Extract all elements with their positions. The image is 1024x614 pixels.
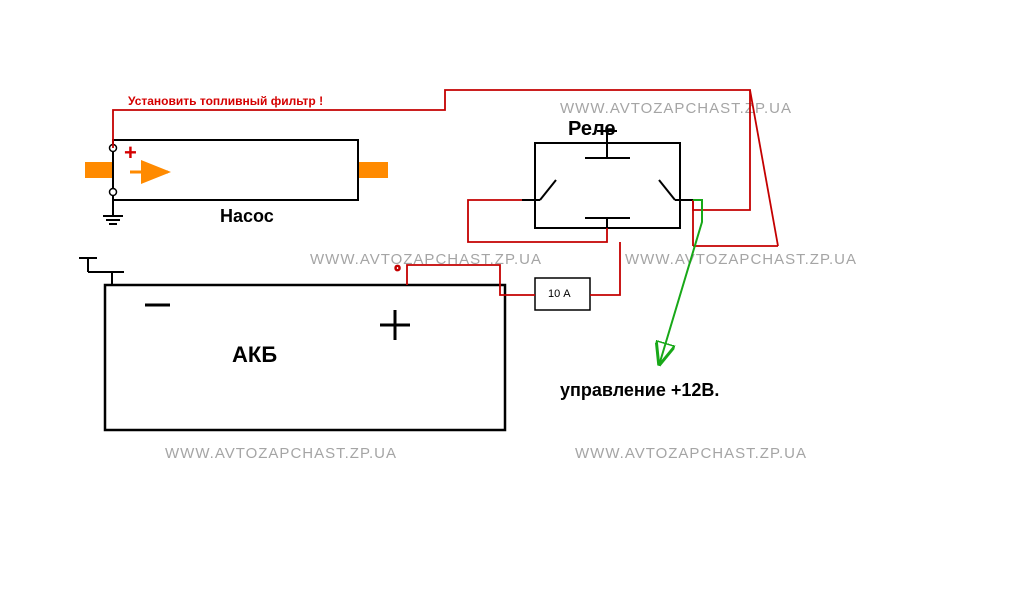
note-top-label: Установить топливный фильтр ! (128, 94, 323, 108)
wiring-diagram-canvas: + (0, 0, 1024, 614)
black-ground-battery (79, 258, 100, 272)
svg-text:+: + (124, 140, 137, 165)
relay-component (522, 143, 693, 228)
pump-label: Насос (220, 206, 274, 227)
control-label: управление +12В. (560, 380, 719, 401)
relay-label: Реле (568, 118, 616, 141)
pump-component: + (85, 140, 388, 200)
svg-text:ᴼ: ᴼ (395, 265, 400, 276)
battery-label: АКБ (232, 342, 277, 368)
fuse-label: 10 А (548, 288, 571, 300)
battery-component (100, 272, 505, 430)
